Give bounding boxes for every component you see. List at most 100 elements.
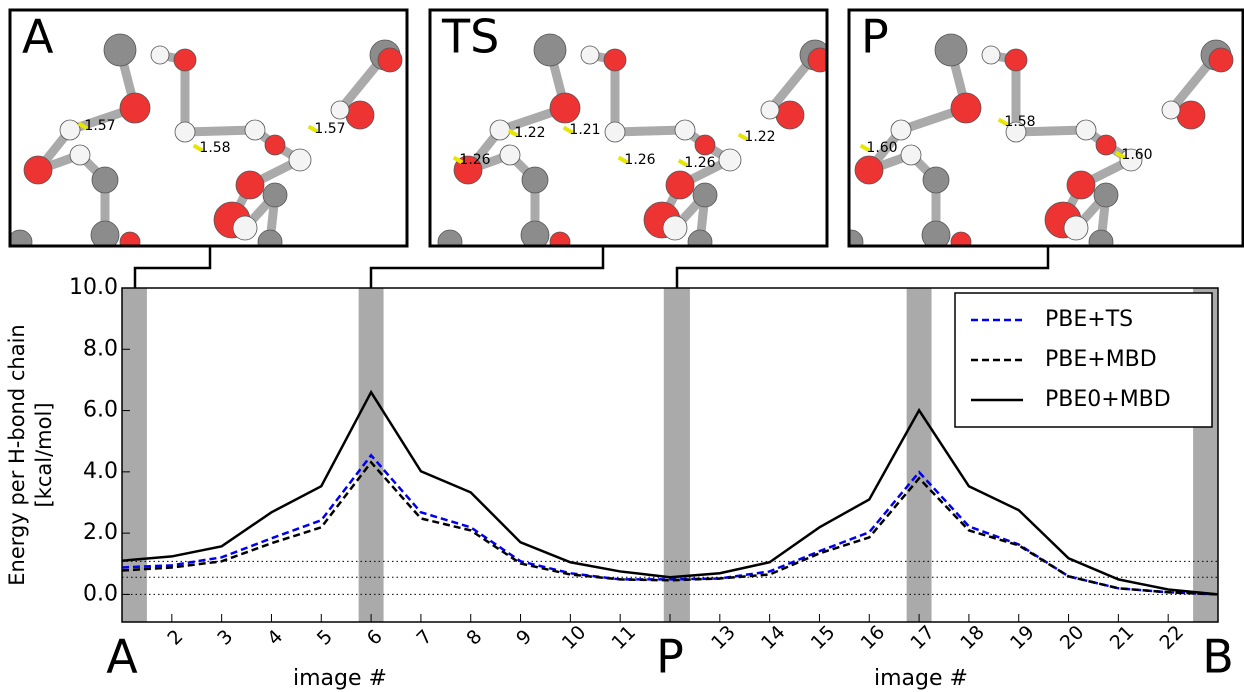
atom bbox=[289, 149, 311, 171]
x-tick-label: 21 bbox=[1106, 621, 1139, 654]
atom bbox=[550, 93, 580, 123]
atom bbox=[1064, 216, 1088, 240]
distance-label: 1.58 bbox=[199, 140, 230, 156]
bond bbox=[185, 130, 255, 132]
atom bbox=[982, 46, 1000, 64]
connector bbox=[135, 246, 210, 288]
atom bbox=[174, 49, 196, 71]
legend-label: PBE+MBD bbox=[1045, 347, 1157, 372]
atom bbox=[263, 183, 287, 207]
atom bbox=[1177, 101, 1205, 129]
atom bbox=[675, 120, 695, 140]
atom bbox=[1094, 183, 1118, 207]
atom bbox=[666, 171, 694, 199]
distance-label: 1.60 bbox=[1121, 147, 1152, 163]
x-tick-label: 10 bbox=[558, 621, 591, 654]
structure-image bbox=[839, 10, 1243, 254]
atom bbox=[935, 34, 967, 66]
highlight-band bbox=[907, 288, 932, 622]
point-label: P bbox=[656, 630, 684, 684]
atom bbox=[233, 216, 257, 240]
figure: A1.571.581.57TS1.261.221.211.261.261.22P… bbox=[0, 0, 1244, 692]
panel-label: A bbox=[22, 10, 54, 64]
distance-label: 1.26 bbox=[459, 152, 490, 168]
atom bbox=[60, 120, 80, 140]
atom bbox=[951, 93, 981, 123]
atom bbox=[70, 145, 90, 165]
x-tick-label: 17 bbox=[906, 621, 939, 654]
atom bbox=[581, 46, 599, 64]
atom bbox=[550, 232, 570, 252]
y-tick-label: 6.0 bbox=[83, 398, 118, 423]
atom bbox=[8, 230, 32, 254]
atom bbox=[695, 135, 715, 155]
connector bbox=[677, 246, 1048, 288]
atom bbox=[104, 34, 136, 66]
energy-plot: 0.02.04.06.08.010.0234567891011131415161… bbox=[5, 246, 1234, 691]
point-label: A bbox=[106, 630, 138, 684]
atom bbox=[522, 167, 548, 193]
atom bbox=[1076, 120, 1096, 140]
atom bbox=[1162, 101, 1180, 119]
atom bbox=[258, 230, 282, 254]
x-tick-label: 11 bbox=[607, 621, 640, 654]
x-tick-label: 9 bbox=[512, 626, 536, 650]
atom bbox=[1089, 230, 1113, 254]
distance-label: 1.57 bbox=[314, 121, 345, 137]
atom bbox=[500, 145, 520, 165]
atom bbox=[265, 135, 285, 155]
atom bbox=[151, 46, 169, 64]
y-axis-label: Energy per H-bond chain bbox=[5, 324, 29, 586]
atom bbox=[120, 232, 140, 252]
y-tick-label: 10.0 bbox=[69, 275, 118, 300]
atom bbox=[1067, 171, 1095, 199]
x-axis-label: image # bbox=[293, 666, 387, 691]
x-tick-label: 16 bbox=[857, 621, 890, 654]
atom bbox=[120, 93, 150, 123]
atom bbox=[901, 145, 921, 165]
y-tick-label: 0.0 bbox=[83, 581, 118, 606]
y-tick-label: 4.0 bbox=[83, 459, 118, 484]
atom bbox=[604, 49, 626, 71]
atom bbox=[1096, 135, 1116, 155]
x-tick-label: 3 bbox=[213, 626, 237, 650]
connector bbox=[371, 246, 603, 288]
bond bbox=[615, 130, 685, 132]
highlight-band bbox=[664, 288, 690, 622]
distance-label: 1.57 bbox=[84, 118, 115, 134]
x-tick-label: 6 bbox=[363, 626, 387, 650]
y-axis-label: [kcal/mol] bbox=[32, 402, 56, 507]
atom bbox=[534, 34, 566, 66]
x-tick-label: 14 bbox=[757, 621, 790, 654]
structure-image bbox=[8, 10, 407, 254]
atom bbox=[490, 120, 510, 140]
atom bbox=[688, 230, 712, 254]
atom bbox=[331, 101, 349, 119]
x-tick-label: 4 bbox=[263, 626, 287, 650]
atom bbox=[92, 167, 118, 193]
atom bbox=[236, 171, 264, 199]
atom bbox=[378, 48, 402, 72]
distance-label: 1.26 bbox=[624, 152, 655, 168]
highlight-band bbox=[122, 288, 147, 622]
atom bbox=[855, 156, 883, 184]
atom bbox=[605, 122, 625, 142]
atom bbox=[719, 149, 741, 171]
distance-label: 1.60 bbox=[866, 140, 897, 156]
atom bbox=[346, 101, 374, 129]
y-tick-label: 8.0 bbox=[83, 336, 118, 361]
legend-label: PBE+TS bbox=[1045, 307, 1133, 332]
structure-panels: A1.571.581.57TS1.261.221.211.261.261.22P… bbox=[8, 10, 1243, 255]
x-tick-label: 19 bbox=[1006, 621, 1039, 654]
x-tick-label: 7 bbox=[413, 626, 437, 650]
atom bbox=[923, 167, 949, 193]
legend-label: PBE0+MBD bbox=[1045, 387, 1171, 412]
x-tick-label: 5 bbox=[313, 626, 337, 650]
distance-label: 1.58 bbox=[1004, 114, 1035, 130]
x-tick-label: 15 bbox=[807, 621, 840, 654]
panel-label: TS bbox=[441, 10, 499, 64]
distance-label: 1.21 bbox=[569, 122, 600, 138]
x-tick-label: 22 bbox=[1155, 621, 1188, 654]
x-tick-label: 13 bbox=[707, 621, 740, 654]
atom bbox=[24, 156, 52, 184]
